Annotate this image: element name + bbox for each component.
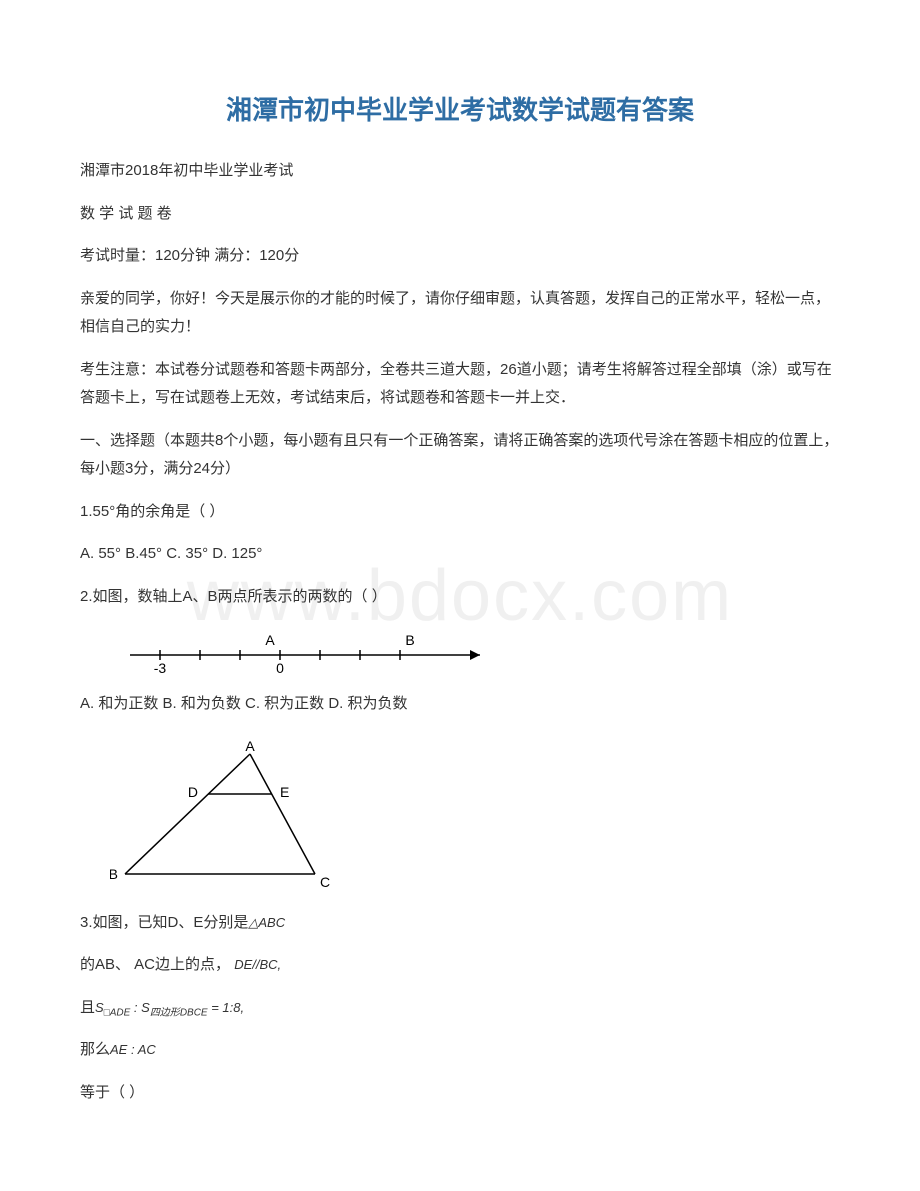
paragraph-section1: 一、选择题（本题共8个小题，每小题有且只有一个正确答案，请将正确答案的选项代号涂…	[80, 427, 840, 484]
triangle-figure: A B C D E	[110, 739, 840, 894]
document-content: 湘潭市初中毕业学业考试数学试题有答案 湘潭市2018年初中毕业学业考试 数 学 …	[80, 90, 840, 1107]
question-1: 1.55°角的余角是（ ）	[80, 498, 840, 527]
vertex-B: B	[110, 866, 118, 882]
question-3-line2: 的AB、 AC边上的点， DE//BC,	[80, 951, 840, 980]
paragraph-greeting: 亲爱的同学，你好！今天是展示你的才能的时候了，请你仔细审题，认真答题，发挥自己的…	[80, 285, 840, 342]
q3-line3-prefix: 且	[80, 999, 95, 1016]
question-2: 2.如图，数轴上A、B两点所表示的两数的（ ）	[80, 583, 840, 612]
q3-ae-ac-expr: AE : AC	[110, 1042, 156, 1057]
paragraph-exam-info: 考试时量：120分钟 满分：120分	[80, 242, 840, 271]
paragraph-subtitle2: 数 学 试 题 卷	[80, 200, 840, 229]
q3-area-ratio: S□ADE : S四边形DBCE = 1:8,	[95, 1000, 244, 1015]
q3-line4-prefix: 那么	[80, 1041, 110, 1058]
q3-line2-prefix: 的AB、 AC边上的点，	[80, 956, 230, 973]
q3-prefix: 3.如图，已知D、E分别是	[80, 914, 248, 931]
vertex-D: D	[188, 784, 198, 800]
question-2-options: A. 和为正数 B. 和为负数 C. 积为正数 D. 积为负数	[80, 690, 840, 719]
question-3-line5: 等于（ ）	[80, 1079, 840, 1108]
vertex-A: A	[245, 739, 255, 754]
q3-parallel-expr: DE//BC,	[234, 957, 281, 972]
question-1-options: A. 55° B.45° C. 35° D. 125°	[80, 540, 840, 569]
axis-label-neg3: -3	[154, 660, 167, 675]
vertex-C: C	[320, 874, 330, 889]
document-title: 湘潭市初中毕业学业考试数学试题有答案	[80, 90, 840, 127]
axis-label-zero: 0	[276, 660, 284, 675]
paragraph-notice: 考生注意：本试卷分试题卷和答题卡两部分，全卷共三道大题，26道小题；请考生将解答…	[80, 356, 840, 413]
paragraph-subtitle1: 湘潭市2018年初中毕业学业考试	[80, 157, 840, 186]
question-3-line3: 且S□ADE : S四边形DBCE = 1:8,	[80, 994, 840, 1023]
number-line-figure: -3 0 A B	[120, 625, 840, 680]
point-label-A: A	[265, 632, 275, 648]
q3-triangle-symbol: △ABC	[248, 915, 285, 930]
question-3-line4: 那么AE : AC	[80, 1036, 840, 1065]
vertex-E: E	[280, 784, 289, 800]
question-3-line1: 3.如图，已知D、E分别是△ABC	[80, 909, 840, 938]
point-label-B: B	[405, 632, 414, 648]
